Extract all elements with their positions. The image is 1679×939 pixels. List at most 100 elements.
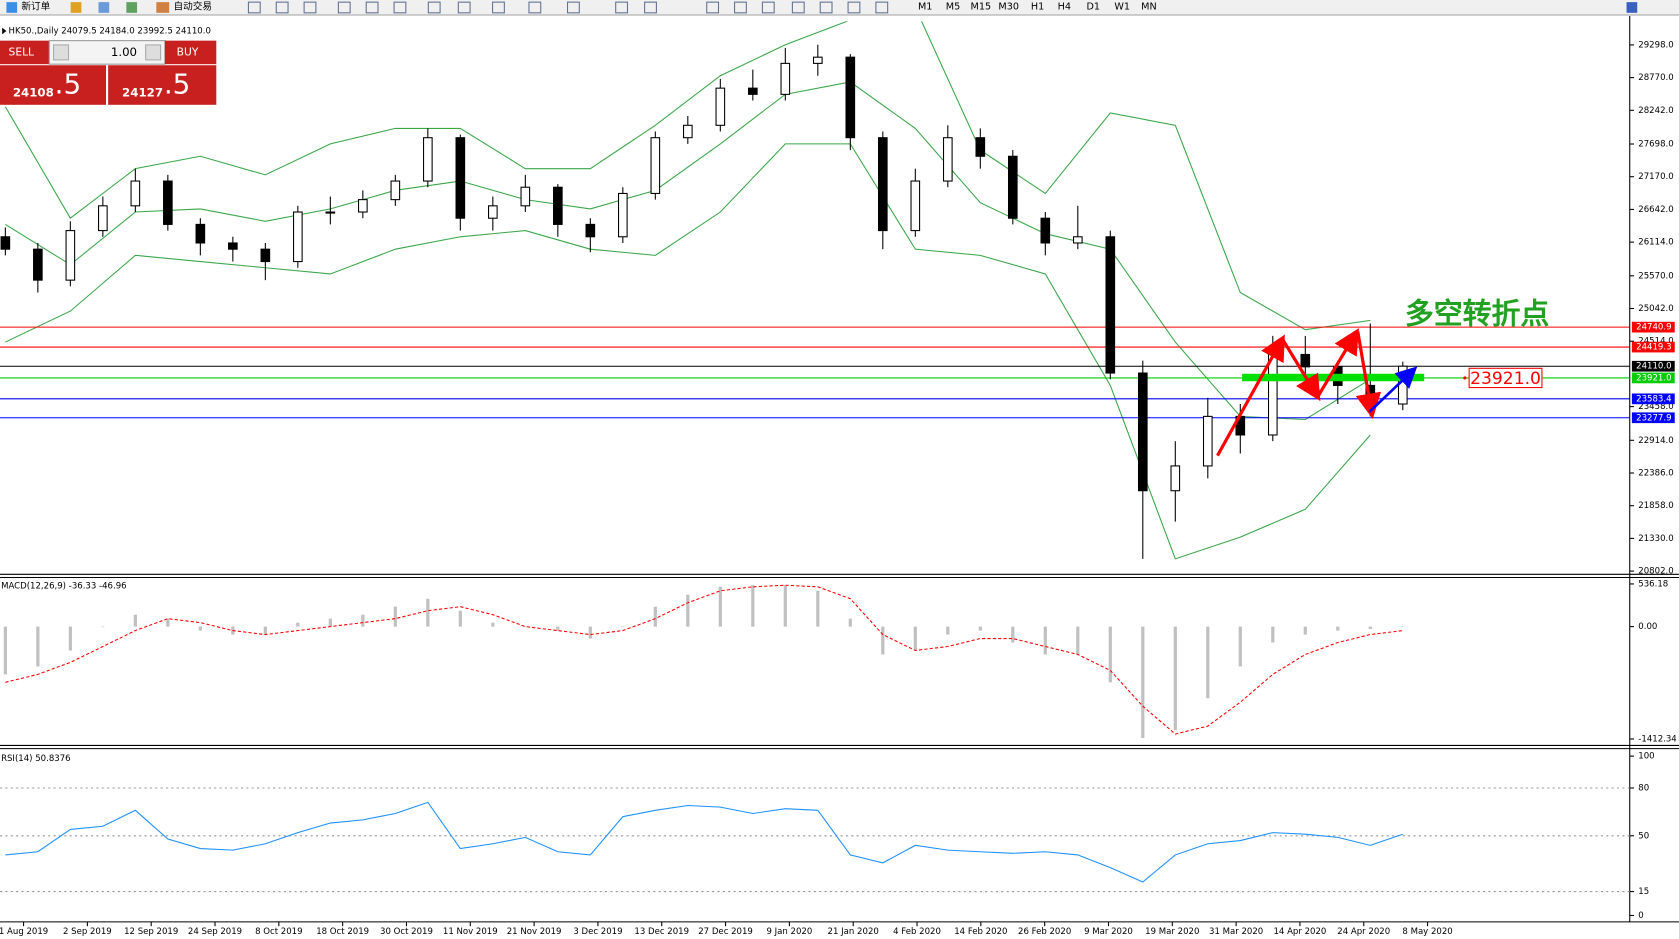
timeframe-button[interactable]: M30 (998, 1, 1019, 12)
price-level-label: 24419.3 (1636, 343, 1671, 353)
y-tick-label: 26642.0 (1638, 205, 1673, 215)
macd-bar (1336, 626, 1340, 631)
tool-icon[interactable] (70, 2, 82, 13)
toolbar: 新订单 自动交易 M1 M5 M15 M30 H1 H4 D1 W1 MN (0, 0, 1679, 16)
ask-box[interactable] (108, 65, 217, 105)
candle-body (1072, 236, 1083, 244)
tool-icon[interactable] (457, 1, 471, 14)
title-marker (2, 27, 7, 35)
tool-icon[interactable] (761, 1, 775, 14)
tool-icon[interactable] (528, 1, 542, 14)
tool-icon[interactable] (247, 1, 261, 14)
new-order-button[interactable]: 新订单 (21, 0, 50, 12)
macd-bar (263, 626, 267, 635)
timeframe-button[interactable]: M5 (946, 1, 960, 12)
tool-icon[interactable] (492, 1, 505, 14)
tool-icon[interactable] (706, 1, 720, 14)
sell-label: SELL (9, 45, 35, 58)
tool-icon[interactable] (393, 1, 407, 14)
tool-icon[interactable] (791, 1, 805, 14)
x-tick-label: 3 Dec 2019 (573, 927, 622, 937)
macd-bar (1206, 626, 1210, 699)
candle-body (1300, 353, 1311, 368)
tool-icon[interactable] (875, 1, 889, 14)
auto-trading-button[interactable]: 自动交易 (173, 0, 212, 12)
tool-icon[interactable] (365, 1, 379, 14)
tool-icon[interactable] (337, 1, 351, 14)
x-tick-label: 12 Sep 2019 (124, 927, 178, 937)
candle-body (325, 211, 336, 214)
x-tick-label: 2 Sep 2019 (63, 927, 112, 937)
toolbar-bg (0, 0, 1679, 15)
macd-bar (1401, 626, 1405, 628)
price-panel (0, 21, 1630, 560)
candle-body (228, 242, 238, 250)
tool-icon[interactable] (566, 1, 580, 14)
y-tick-label: 24514.0 (1638, 337, 1673, 347)
macd-bar (3, 626, 7, 675)
macd-bar (328, 618, 332, 627)
timeframe-button[interactable]: M15 (971, 1, 992, 12)
tool-icon[interactable] (847, 1, 861, 14)
tool-icon[interactable] (126, 2, 138, 13)
candle-body (390, 180, 401, 201)
candle-body (910, 180, 921, 232)
y-tick-label: 536.18 (1638, 579, 1668, 589)
macd-bar (783, 585, 787, 627)
macd-bar (686, 594, 690, 627)
y-tick-label: 15 (1638, 887, 1649, 897)
axes: 29298.0 28770.0 28242.0 27698.0 27170.0 26642… (0, 40, 1677, 937)
candle-body (748, 87, 758, 95)
y-tick-label: 25570.0 (1638, 271, 1673, 281)
buy-button[interactable] (164, 40, 217, 65)
sell-button[interactable] (0, 40, 50, 65)
ask-price: 24127 (122, 86, 163, 100)
auto-trading-icon[interactable] (156, 2, 170, 13)
x-tick-label: 21 Nov 2019 (507, 927, 562, 937)
price-level-tag (1631, 412, 1675, 424)
tool-icon[interactable] (615, 1, 629, 14)
macd-bar (523, 626, 527, 628)
candle-body (845, 56, 856, 139)
macd-bar (816, 590, 820, 627)
timeframe-button[interactable]: MN (1141, 1, 1157, 12)
bid-fraction: .5 (55, 68, 82, 101)
tool-icon[interactable] (427, 1, 441, 14)
trend-arrow (1280, 337, 1321, 402)
buy-label: BUY (177, 45, 199, 58)
timeframe-button[interactable]: D1 (1086, 1, 1100, 12)
new-order-icon[interactable] (6, 2, 18, 13)
tool-icon[interactable] (303, 1, 317, 14)
candle-body (683, 124, 693, 139)
macd-bar (848, 618, 852, 627)
trend-arrow (1315, 328, 1359, 399)
order-panel: SELL 1.00 BUY 24108 .5 24127 .5 (0, 40, 217, 105)
tool-icon[interactable] (98, 2, 110, 13)
tool-icon[interactable] (275, 1, 289, 14)
price-level-tag (1631, 321, 1675, 333)
y-tick-label: 22386.0 (1638, 469, 1673, 479)
timeframe-button[interactable]: H4 (1058, 1, 1071, 12)
timeframe-button[interactable]: W1 (1114, 1, 1130, 12)
tool-icon[interactable] (734, 1, 747, 14)
annotation: 多空转折点 (1405, 297, 1550, 331)
candle-body (33, 248, 43, 281)
bid-box[interactable] (0, 65, 107, 105)
lots-up[interactable] (145, 44, 162, 61)
candle-body (812, 56, 823, 64)
x-tick-label: 18 Oct 2019 (316, 927, 369, 937)
x-tick-label: 13 Dec 2019 (634, 927, 689, 937)
tool-icon[interactable] (644, 1, 657, 14)
annotation-dot (1463, 376, 1467, 380)
lots-down[interactable] (53, 44, 70, 61)
y-tick-label: 27170.0 (1638, 172, 1673, 182)
search-icon[interactable] (1626, 2, 1638, 13)
x-tick-label: 21 Jan 2020 (828, 927, 879, 937)
macd-bar (556, 626, 560, 631)
timeframe-button[interactable]: H1 (1031, 1, 1044, 12)
macd-bar (1271, 626, 1275, 643)
timeframe-button[interactable]: M1 (918, 1, 932, 12)
tool-icon[interactable] (819, 1, 833, 14)
macd-bar (978, 626, 982, 631)
